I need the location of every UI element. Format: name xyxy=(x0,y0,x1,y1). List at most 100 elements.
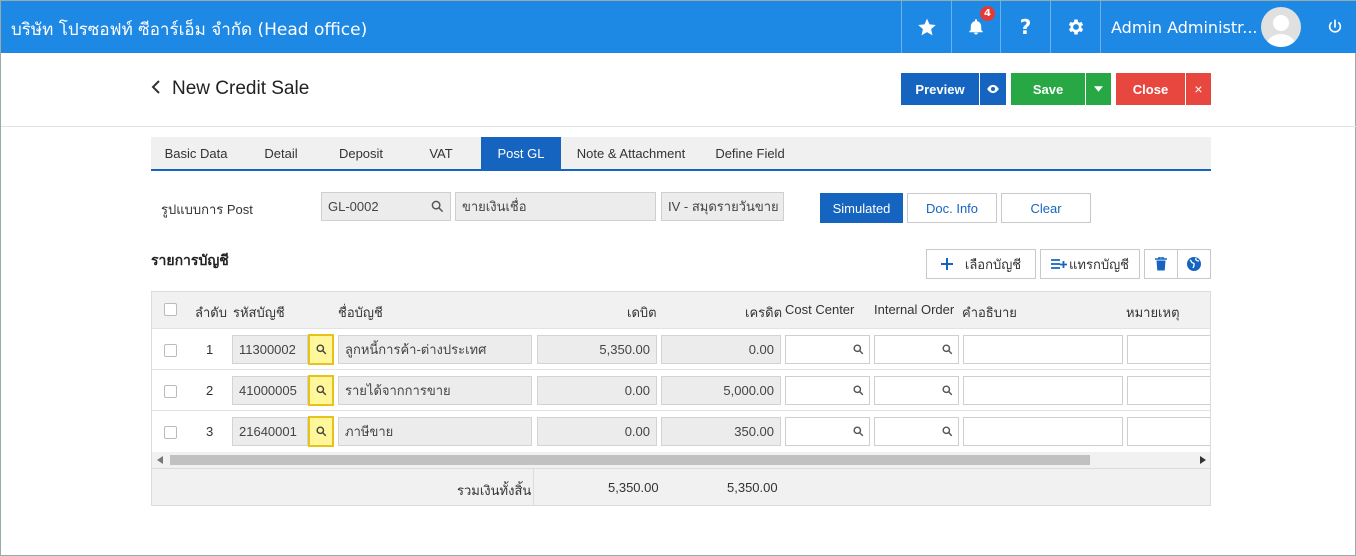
doc-info-button[interactable]: Doc. Info xyxy=(907,193,997,223)
post-code-field[interactable]: GL-0002 xyxy=(321,192,451,221)
account-code-cell: 41000005 xyxy=(232,376,308,405)
help-button[interactable]: ? xyxy=(1000,1,1050,53)
post-name-value: ขายเงินเชื่อ xyxy=(462,199,527,214)
save-options-button[interactable] xyxy=(1086,73,1111,105)
internal-order-input[interactable] xyxy=(874,335,959,364)
globe-button[interactable] xyxy=(1177,249,1211,279)
star-icon xyxy=(917,18,936,36)
col-cost-center: Cost Center xyxy=(785,302,855,317)
row-checkbox[interactable] xyxy=(164,344,177,357)
tab-note-attachment[interactable]: Note & Attachment xyxy=(576,146,686,161)
search-icon xyxy=(315,344,326,355)
user-avatar-icon xyxy=(1266,15,1296,47)
user-menu[interactable]: Admin Administr... xyxy=(1100,1,1313,53)
debit-cell: 0.00 xyxy=(537,376,657,405)
insert-account-button[interactable]: แทรกบัญชี xyxy=(1040,249,1140,279)
row-no: 3 xyxy=(206,424,214,439)
search-icon[interactable] xyxy=(853,344,864,355)
simulated-button[interactable]: Simulated xyxy=(820,193,903,223)
save-button[interactable]: Save xyxy=(1011,73,1085,105)
table-row: 2 41000005 รายได้จากการขาย 0.00 5,000.00 xyxy=(152,369,1210,410)
journal-field: IV - สมุดรายวันขาย xyxy=(661,192,784,221)
select-account-button[interactable]: เลือกบัญชี xyxy=(926,249,1036,279)
notifications-button[interactable]: 4 xyxy=(951,1,1000,53)
chevron-left-icon xyxy=(151,80,160,94)
internal-order-input[interactable] xyxy=(874,417,959,446)
col-code: รหัสบัญชี xyxy=(233,305,285,320)
insert-account-label: แทรกบัญชี xyxy=(1069,256,1129,272)
account-name-cell: ลูกหนี้การค้า-ต่างประเทศ xyxy=(338,335,532,364)
close-x-button[interactable]: × xyxy=(1186,73,1211,105)
delete-button[interactable] xyxy=(1144,249,1178,279)
remark-input[interactable] xyxy=(1127,376,1210,405)
cost-center-input[interactable] xyxy=(785,417,870,446)
description-input[interactable] xyxy=(963,335,1123,364)
tab-define-field[interactable]: Define Field xyxy=(715,146,785,161)
select-all-checkbox[interactable] xyxy=(164,303,177,316)
search-icon[interactable] xyxy=(431,200,444,213)
row-checkbox[interactable] xyxy=(164,385,177,398)
search-icon[interactable] xyxy=(942,344,953,355)
total-debit: 5,350.00 xyxy=(608,480,659,495)
accounts-table: ลำดับ รหัสบัญชี ชื่อบัญชี เดบิต เครดิต C… xyxy=(151,291,1211,506)
remark-input[interactable] xyxy=(1127,417,1210,446)
logout-button[interactable] xyxy=(1313,1,1356,53)
select-account-label: เลือกบัญชี xyxy=(964,256,1022,272)
post-name-field: ขายเงินเชื่อ xyxy=(455,192,656,221)
search-icon xyxy=(315,385,326,396)
company-name: บริษัท โปรซอฟท์ ซีอาร์เอ็ม จำกัด (Head o… xyxy=(11,20,368,40)
tab-detail[interactable]: Detail xyxy=(264,146,298,161)
account-search-button[interactable] xyxy=(308,375,334,406)
scrollbar-thumb[interactable] xyxy=(170,455,1090,465)
col-name: ชื่อบัญชี xyxy=(338,305,383,320)
globe-icon xyxy=(1187,257,1201,271)
cost-center-input[interactable] xyxy=(785,335,870,364)
col-description: คำอธิบาย xyxy=(962,305,1017,320)
caret-down-icon xyxy=(1094,86,1103,92)
scroll-right-icon[interactable] xyxy=(1200,456,1206,464)
col-remark: หมายเหตุ xyxy=(1126,305,1180,320)
row-checkbox[interactable] xyxy=(164,426,177,439)
credit-cell: 5,000.00 xyxy=(661,376,781,405)
table-row: 3 21640001 ภาษีขาย 0.00 350.00 xyxy=(152,410,1210,451)
post-format-label: รูปแบบการ Post xyxy=(161,202,253,217)
debit-cell: 5,350.00 xyxy=(537,335,657,364)
accounts-section-title: รายการบัญชี xyxy=(151,253,229,269)
settings-button[interactable] xyxy=(1050,1,1100,53)
search-icon[interactable] xyxy=(853,426,864,437)
row-no: 1 xyxy=(206,342,214,357)
debit-cell: 0.00 xyxy=(537,417,657,446)
gear-icon xyxy=(1068,19,1083,35)
table-footer: รวมเงินทั้งสิ้น 5,350.00 5,350.00 xyxy=(152,468,1210,505)
tab-basic-data[interactable]: Basic Data xyxy=(164,146,228,161)
journal-value: IV - สมุดรายวันขาย xyxy=(668,199,779,214)
search-icon[interactable] xyxy=(942,426,953,437)
total-credit: 5,350.00 xyxy=(727,480,778,495)
internal-order-input[interactable] xyxy=(874,376,959,405)
search-icon[interactable] xyxy=(853,385,864,396)
search-icon[interactable] xyxy=(942,385,953,396)
account-search-button[interactable] xyxy=(308,416,334,447)
plus-icon xyxy=(940,258,953,270)
cost-center-input[interactable] xyxy=(785,376,870,405)
description-input[interactable] xyxy=(963,417,1123,446)
back-button[interactable] xyxy=(151,79,161,99)
col-credit: เครดิต xyxy=(745,305,783,320)
trash-icon xyxy=(1155,257,1167,271)
account-search-button[interactable] xyxy=(308,334,334,365)
tab-vat[interactable]: VAT xyxy=(429,146,453,161)
table-row: 1 11300002 ลูกหนี้การค้า-ต่างประเทศ 5,35… xyxy=(152,328,1210,369)
tab-post-gl[interactable]: Post GL xyxy=(481,137,561,170)
username: Admin Administr... xyxy=(1111,18,1258,37)
tab-deposit[interactable]: Deposit xyxy=(338,146,384,161)
clear-button[interactable]: Clear xyxy=(1001,193,1091,223)
bell-icon xyxy=(969,19,983,35)
scroll-left-icon[interactable] xyxy=(157,456,163,464)
favorites-button[interactable] xyxy=(901,1,951,53)
horizontal-scrollbar[interactable] xyxy=(152,452,1210,468)
description-input[interactable] xyxy=(963,376,1123,405)
close-button[interactable]: Close xyxy=(1116,73,1185,105)
remark-input[interactable] xyxy=(1127,335,1210,364)
preview-button[interactable]: Preview xyxy=(901,73,979,105)
preview-eye-button[interactable] xyxy=(980,73,1006,105)
